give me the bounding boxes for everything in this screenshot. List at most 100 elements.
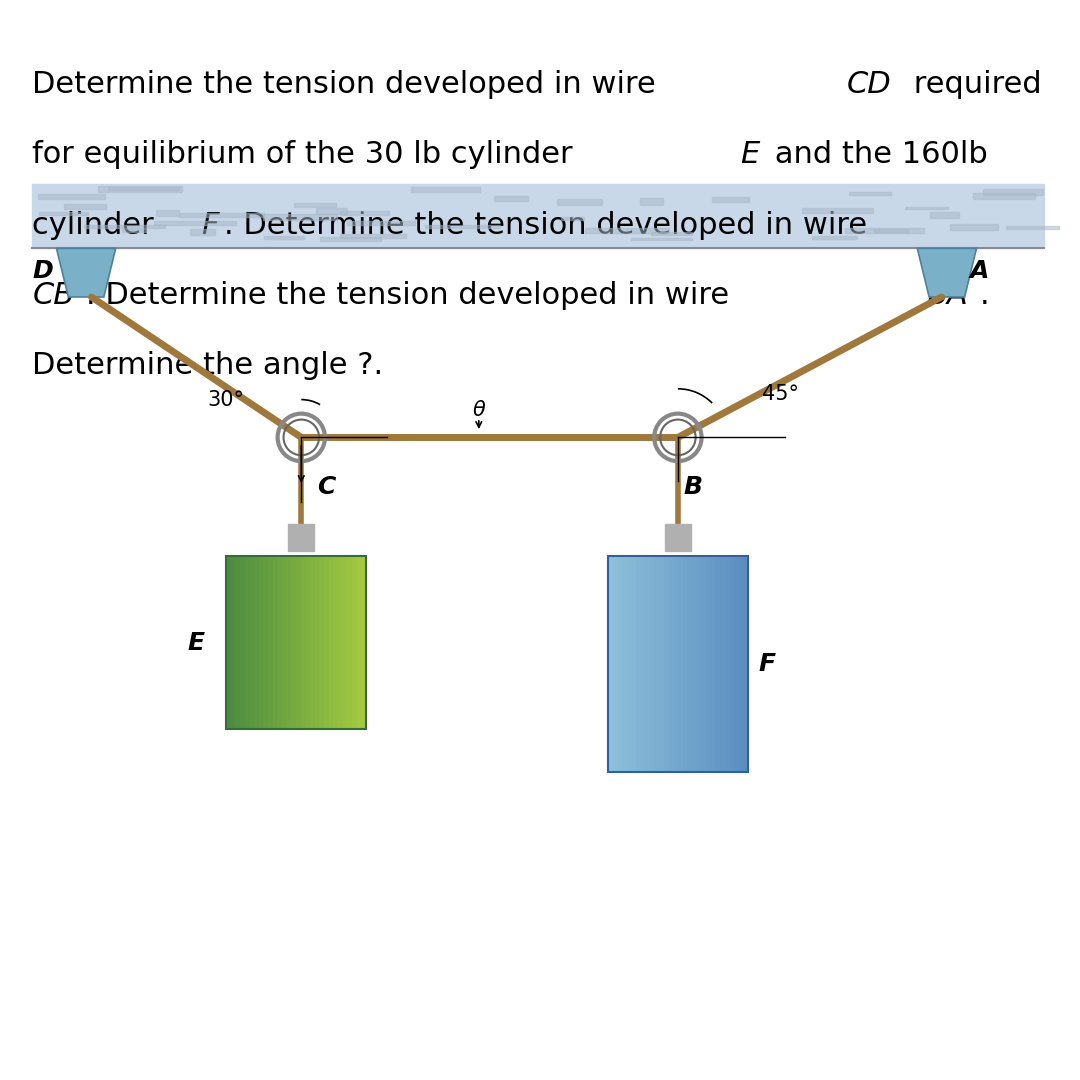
Bar <box>84 225 164 228</box>
Bar <box>683 556 687 772</box>
Bar <box>849 192 891 194</box>
Text: cylinder: cylinder <box>32 211 164 240</box>
Bar <box>608 556 612 772</box>
Bar <box>983 189 1042 194</box>
Text: . Determine the tension developed in wire: . Determine the tension developed in wir… <box>224 211 867 240</box>
Bar <box>264 237 303 239</box>
Text: B: B <box>684 475 702 499</box>
Bar <box>650 556 654 772</box>
Bar <box>38 193 105 199</box>
Bar <box>292 556 296 729</box>
Bar <box>618 556 622 772</box>
Bar <box>640 556 645 772</box>
Bar <box>561 217 584 220</box>
Text: E: E <box>740 140 759 170</box>
Text: CD: CD <box>847 70 891 99</box>
Bar <box>645 556 650 772</box>
Bar <box>321 237 381 241</box>
Bar <box>179 214 264 217</box>
Bar <box>264 556 268 729</box>
Bar <box>306 556 310 729</box>
Bar <box>950 225 998 230</box>
Text: BA: BA <box>926 281 968 310</box>
Bar <box>278 556 282 729</box>
Bar <box>692 556 697 772</box>
Text: CB: CB <box>32 281 75 310</box>
Bar <box>122 229 146 232</box>
Bar <box>712 197 748 202</box>
Text: Determine the tension developed in wire: Determine the tension developed in wire <box>32 70 665 99</box>
Bar <box>626 556 632 772</box>
Bar <box>190 229 215 234</box>
Bar <box>226 556 366 729</box>
Bar <box>706 556 711 772</box>
Bar <box>930 213 959 217</box>
Bar <box>268 556 272 729</box>
Bar <box>361 556 366 729</box>
Polygon shape <box>56 248 116 297</box>
Bar <box>272 556 278 729</box>
Text: required: required <box>904 70 1042 99</box>
Bar <box>314 556 320 729</box>
Bar <box>356 556 361 729</box>
Bar <box>557 199 602 205</box>
Bar <box>729 556 733 772</box>
Text: D: D <box>32 259 53 283</box>
Bar <box>411 187 480 191</box>
Bar <box>701 556 706 772</box>
Bar <box>905 207 948 210</box>
Bar <box>347 220 416 226</box>
Bar <box>64 204 106 208</box>
Bar <box>711 556 715 772</box>
Bar <box>636 556 640 772</box>
Text: 30°: 30° <box>207 390 244 409</box>
Bar <box>231 556 235 729</box>
Bar <box>426 225 500 228</box>
Bar <box>743 556 747 772</box>
Bar <box>282 556 286 729</box>
Bar <box>235 556 240 729</box>
Bar <box>352 556 356 729</box>
Bar <box>697 556 701 772</box>
Bar <box>739 556 743 772</box>
Bar <box>651 232 691 235</box>
Bar <box>249 556 254 729</box>
Bar <box>340 212 390 215</box>
Bar <box>342 556 347 729</box>
Bar <box>687 556 692 772</box>
Text: A: A <box>970 259 989 283</box>
Bar <box>98 186 181 192</box>
Bar <box>316 208 347 214</box>
Bar <box>338 556 342 729</box>
Bar <box>340 233 406 238</box>
Bar <box>288 524 314 551</box>
Text: 45°: 45° <box>761 384 798 404</box>
Bar <box>669 556 673 772</box>
Bar <box>244 556 249 729</box>
Bar <box>654 556 659 772</box>
Bar <box>632 556 636 772</box>
Text: .: . <box>980 281 989 310</box>
Bar <box>328 556 334 729</box>
Text: and the 160lb: and the 160lb <box>765 140 987 170</box>
Bar <box>296 556 300 729</box>
Polygon shape <box>917 248 976 297</box>
Bar <box>156 211 179 216</box>
Bar <box>846 229 924 233</box>
Bar <box>632 238 692 241</box>
Bar <box>310 556 314 729</box>
Bar <box>32 184 1043 248</box>
Bar <box>715 556 720 772</box>
Bar <box>320 556 324 729</box>
Text: F: F <box>758 652 775 676</box>
Bar <box>640 199 663 205</box>
Bar <box>801 208 873 213</box>
Bar <box>665 524 691 551</box>
Text: . Determine the tension developed in wire: . Determine the tension developed in wir… <box>86 281 740 310</box>
Bar <box>334 556 338 729</box>
Bar <box>659 556 664 772</box>
Bar <box>720 556 725 772</box>
Bar <box>254 556 258 729</box>
Bar <box>153 221 235 225</box>
Bar <box>347 556 352 729</box>
